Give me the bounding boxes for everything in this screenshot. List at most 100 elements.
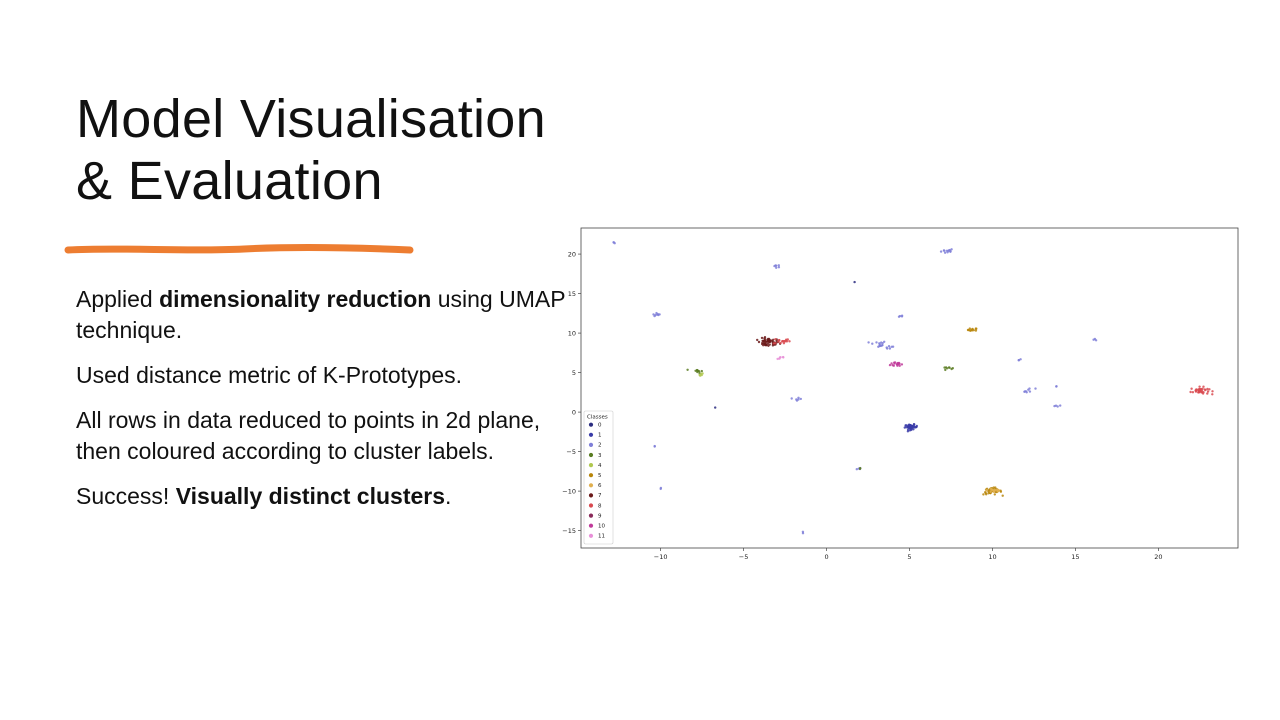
scatter-point — [888, 363, 892, 367]
accent-underline — [64, 243, 414, 254]
scatter-point — [913, 425, 916, 428]
scatter-point — [781, 339, 785, 343]
scatter-point — [915, 425, 918, 429]
scatter-point — [700, 369, 703, 373]
scatter-point — [892, 364, 895, 367]
scatter-point — [1202, 385, 1205, 388]
scatter-point — [913, 423, 916, 426]
legend: Classes 0 1 2 3 4 5 6 7 8 9 10 11 — [583, 410, 614, 545]
scatter-point — [993, 493, 996, 496]
scatter-point — [1034, 387, 1037, 390]
scatter-point — [799, 397, 802, 401]
scatter-point — [657, 313, 660, 316]
legend-marker — [588, 452, 594, 458]
legend-label: 2 — [598, 443, 602, 449]
scatter-point — [878, 342, 881, 345]
scatter-point — [697, 369, 700, 373]
scatter-point — [1027, 388, 1030, 391]
scatter-point — [942, 249, 946, 252]
scatter-point — [1206, 392, 1209, 395]
scatter-point — [906, 428, 910, 431]
legend-label: 1 — [598, 433, 602, 439]
scatter-point — [757, 340, 761, 344]
scatter-point — [886, 347, 889, 350]
slide-title: Model Visualisation & Evaluation — [76, 88, 596, 212]
scatter-point — [898, 364, 901, 367]
scatter-point — [947, 366, 951, 369]
scatter-point — [974, 329, 978, 332]
scatter-point — [858, 467, 862, 470]
scatter-point — [883, 340, 886, 343]
legend-marker — [588, 533, 594, 538]
scatter-point — [1059, 404, 1062, 407]
legend-label: 4 — [598, 463, 602, 469]
scatter-point — [764, 342, 767, 345]
legend-label: 10 — [598, 524, 605, 530]
legend-label: 0 — [598, 423, 602, 429]
scatter-point — [1023, 390, 1026, 393]
legend-marker — [588, 493, 594, 498]
x-tick-label: 5 — [907, 553, 911, 561]
umap-scatter-chart: −10 −5 0 5 10 15 20 −15 −10 −5 0 5 10 15 20 Classes 0 1 2 3… — [562, 227, 1239, 561]
scatter-point — [782, 356, 785, 359]
scatter-point — [765, 343, 768, 347]
scatter-point — [788, 340, 791, 343]
legend-marker — [588, 523, 594, 528]
legend-marker — [588, 442, 594, 447]
scatter-point — [1094, 339, 1098, 342]
scatter-point — [890, 345, 893, 348]
scatter-point — [784, 339, 788, 342]
body-paragraph: Applied dimensionality reduction using U… — [76, 284, 571, 346]
scatter-point — [888, 347, 892, 350]
y-tick-label: −15 — [562, 527, 576, 535]
plot-frame — [580, 227, 1239, 549]
scatter-point — [773, 264, 776, 268]
legend-marker — [588, 473, 594, 478]
scatter-point — [1198, 385, 1201, 388]
scatter-point — [975, 327, 978, 330]
scatter-point — [893, 362, 896, 365]
scatter-point — [871, 342, 874, 345]
scatter-point — [1028, 390, 1032, 393]
scatter-point — [982, 493, 985, 496]
scatter-point — [776, 357, 779, 361]
scatter-points — [612, 241, 1214, 535]
body-paragraph: All rows in data reduced to points in 2d… — [76, 405, 571, 467]
scatter-point — [1017, 359, 1020, 362]
legend-label: 9 — [598, 513, 602, 519]
paragraph-text: using UMAP technique. — [76, 286, 566, 343]
legend-label: 7 — [598, 493, 602, 499]
scatter-point — [786, 338, 789, 341]
paragraph-text: All rows in data reduced to points in 2d… — [76, 407, 541, 464]
scatter-point — [970, 328, 974, 331]
scatter-point — [1191, 391, 1195, 394]
paragraph-text: Success! — [76, 483, 176, 509]
scatter-point — [939, 250, 943, 253]
scatter-point — [701, 372, 704, 375]
scatter-point — [1054, 404, 1058, 407]
legend-marker — [588, 483, 594, 488]
scatter-point — [1197, 389, 1201, 392]
scatter-point — [853, 280, 856, 284]
x-tick-label: 0 — [824, 553, 828, 561]
scatter-point — [903, 426, 906, 429]
scatter-point — [1211, 393, 1214, 396]
scatter-point — [887, 345, 891, 348]
scatter-point — [967, 328, 970, 332]
body-paragraph: Success! Visually distinct clusters. — [76, 481, 571, 512]
scatter-point — [772, 338, 775, 341]
scatter-point — [1208, 388, 1211, 391]
scatter-point — [989, 490, 992, 493]
scatter-point — [653, 314, 656, 318]
x-tick-label: −10 — [654, 553, 668, 561]
scatter-point — [1055, 385, 1058, 388]
scatter-point — [999, 489, 1002, 492]
scatter-point — [768, 340, 771, 343]
scatter-point — [1194, 389, 1198, 392]
scatter-point — [989, 487, 993, 491]
scatter-point — [653, 444, 656, 448]
body-paragraph: Used distance metric of K-Prototypes. — [76, 360, 571, 391]
scatter-point — [797, 398, 800, 401]
scatter-point — [943, 251, 947, 254]
scatter-point — [801, 532, 805, 535]
